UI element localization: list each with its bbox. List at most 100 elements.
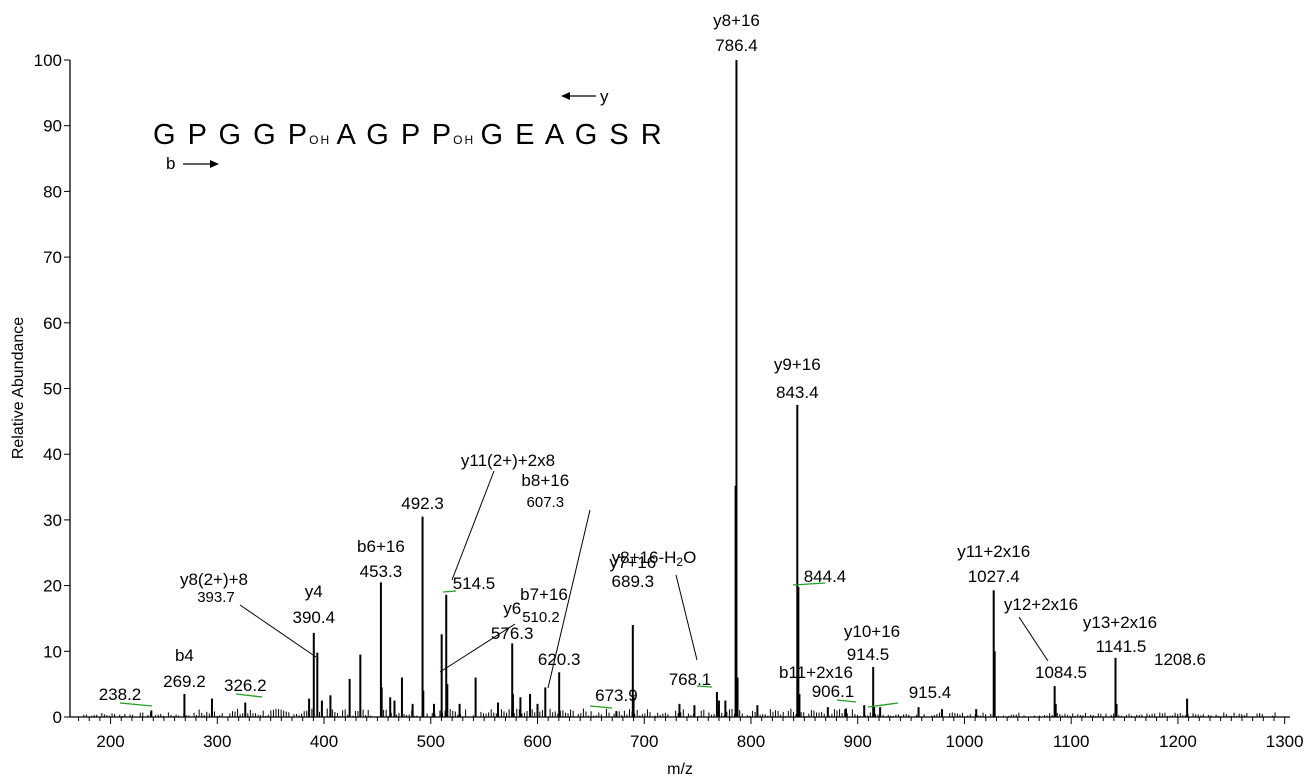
x-tick-label: 1000 [946, 732, 984, 751]
peak-marker [836, 699, 857, 703]
leader-line [451, 470, 495, 581]
x-tick-label: 600 [523, 732, 551, 751]
peak-marker [442, 590, 457, 593]
x-tick-label: 700 [630, 732, 658, 751]
y-tick-label: 80 [43, 182, 62, 201]
mz-label: 620.3 [538, 650, 581, 669]
y-tick-label: 20 [43, 577, 62, 596]
mz-label: 1208.6 [1154, 650, 1206, 669]
mz-label: 844.4 [804, 567, 847, 586]
x-tick-label: 400 [310, 732, 338, 751]
mz-label: 768.1 [669, 670, 712, 689]
y-tick-label: 10 [43, 642, 62, 661]
ion-label: y8(2+)+8 [180, 570, 248, 589]
ion-label: y11(2+)+2x8 [461, 451, 555, 470]
residue: E [515, 119, 545, 151]
residue: P [288, 119, 309, 151]
residue: S [609, 119, 640, 151]
b-ion-arrow: b [166, 154, 219, 173]
peak-marker [792, 582, 826, 586]
residue: G [219, 119, 254, 151]
ion-label: y10+16 [844, 622, 900, 641]
mz-label: 326.2 [224, 676, 267, 695]
x-tick-label: 1200 [1159, 732, 1197, 751]
x-tick-label: 800 [737, 732, 765, 751]
hydroxy-mod: OH [309, 133, 336, 147]
y-ion-arrow: y [561, 87, 609, 106]
y-tick-label: 70 [43, 248, 62, 267]
x-tick-label: 300 [203, 732, 231, 751]
peak-marker [696, 685, 713, 688]
mz-label: 843.4 [776, 383, 819, 402]
residue: P [432, 119, 453, 151]
y-axis-ticks: 0 10 20 30 40 50 60 70 80 90 100 [34, 51, 70, 727]
mz-label: 906.1 [812, 682, 855, 701]
x-tick-label: 900 [844, 732, 872, 751]
sequence-text: G P G G POH A G P POH G E A G S R [153, 119, 664, 151]
x-tick-label: 500 [417, 732, 445, 751]
x-axis-label: m/z [667, 761, 693, 778]
y-axis-label: Relative Abundance [10, 317, 27, 459]
residue: P [401, 119, 432, 151]
y-tick-label: 40 [43, 445, 62, 464]
ion-label: b6+16 [357, 537, 405, 556]
residue: A [336, 119, 366, 151]
spectrum-peaks [150, 60, 1189, 717]
x-axis-ticks: 200 300 400 500 600 700 800 900 1000 1100 1200 1300 [78, 717, 1304, 751]
ion-label: y7+16 [609, 553, 656, 572]
peptide-sequence: G P G G POH A G P POH G E A G S R [153, 119, 664, 151]
hydroxy-mod: OH [453, 133, 480, 147]
x-tick-label: 1100 [1053, 732, 1090, 751]
mz-label: 576.3 [491, 624, 534, 643]
mz-label: 453.3 [360, 562, 403, 581]
mz-label: 238.2 [99, 685, 142, 704]
peak-marker [235, 693, 263, 698]
plot-area: 0 10 20 30 40 50 60 70 80 90 100 200 300 400 500 600 70… [34, 11, 1304, 751]
ion-label: b7+16 [520, 585, 568, 604]
leader-line [1018, 616, 1049, 662]
ion-label: y11+2x16 [957, 542, 1030, 561]
noise-peaks [83, 708, 1276, 717]
ion-label: y12+2x16 [1004, 595, 1078, 614]
mz-label: 607.3 [527, 494, 565, 511]
residue: G [480, 119, 515, 151]
leader-line [439, 623, 516, 673]
ion-label: y8+16 [713, 11, 760, 30]
peak-marker [119, 702, 153, 707]
mz-label: 1027.4 [968, 567, 1020, 586]
b-arrow-label: b [166, 154, 175, 173]
mz-label: 393.7 [197, 589, 235, 606]
mz-label: 915.4 [909, 683, 952, 702]
ion-label: y9+16 [774, 355, 821, 374]
ion-label: y4 [305, 582, 323, 601]
y-tick-label: 0 [53, 708, 62, 727]
leader-line [675, 574, 698, 661]
mz-label: 1084.5 [1035, 663, 1087, 682]
ion-label: y13+2x16 [1083, 613, 1157, 632]
mz-label: 390.4 [293, 608, 336, 627]
ion-label: b11+2x16 [779, 663, 853, 682]
mz-label: 1141.5 [1096, 637, 1147, 656]
mz-label: 786.4 [715, 36, 758, 55]
y-tick-label: 30 [43, 511, 62, 530]
leader-line [239, 604, 317, 658]
peak-marker [589, 705, 613, 709]
y-arrow-head [561, 92, 570, 100]
y-tick-label: 100 [34, 51, 62, 70]
y-tick-label: 60 [43, 314, 62, 333]
y-tick-label: 50 [43, 380, 62, 399]
mz-label: 689.3 [612, 572, 655, 591]
leader-line [547, 509, 591, 689]
mz-label: 510.2 [522, 609, 560, 626]
x-tick-label: 200 [96, 732, 124, 751]
b-arrow-head [210, 160, 219, 168]
mz-label: 492.3 [401, 494, 444, 513]
residue: G [253, 119, 288, 151]
residue: G [153, 119, 188, 151]
ion-label: b4 [175, 646, 194, 665]
residue: A [545, 119, 575, 151]
ion-label: b8+16 [521, 471, 569, 490]
mz-label: 673.9 [595, 686, 638, 705]
